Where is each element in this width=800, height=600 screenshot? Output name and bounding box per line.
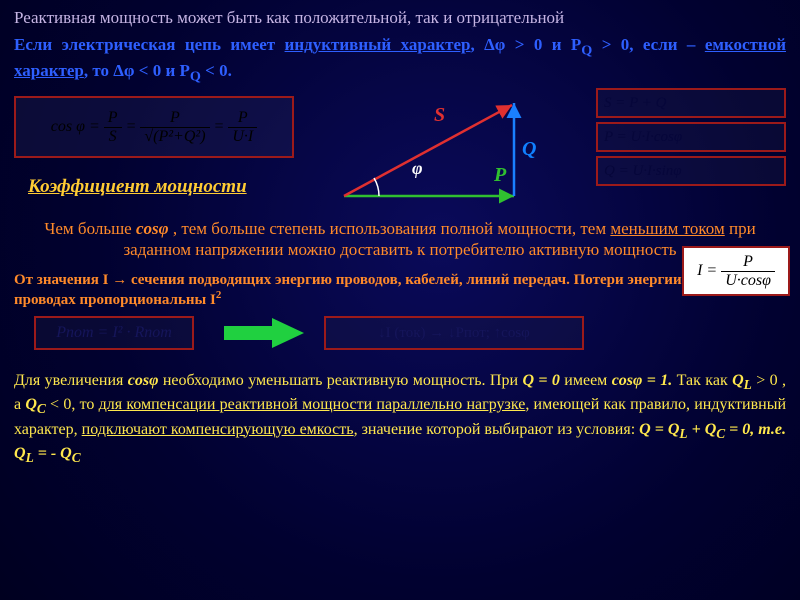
losses-row: Pпот = I² · Rпот ↓I (ток) → ↓Pпот; ↑cosφ (14, 316, 786, 362)
t: индуктивный характер (285, 35, 471, 54)
right-formulas: S = P + Q P = U·I·cosφ Q = U·I·sinφ (596, 88, 786, 190)
label-P: P (494, 164, 506, 187)
t: C (716, 426, 725, 441)
arrow-icon (224, 318, 304, 348)
t: > 0, если – (592, 35, 705, 54)
t: < 0. (201, 61, 232, 80)
formula-row: cosφ = PS = P√(P²+Q²) = PU·I Коэффициент… (14, 96, 786, 216)
formula-P: P = U·I·cosφ (596, 122, 786, 152)
t: + Q (688, 421, 717, 438)
t: Так как (672, 372, 732, 389)
t: , значение которой выбирают из условия: (354, 421, 640, 438)
t: Если электрическая цепь имеет (14, 35, 285, 54)
losses-text: От значения I → сечения подводящих энерг… (14, 271, 786, 311)
label-S: S (434, 104, 445, 127)
t: cosφ (136, 219, 169, 238)
t: Для увеличения (14, 372, 128, 389)
intro-text: Реактивная мощность может быть как полож… (14, 8, 786, 28)
t: Q (581, 42, 592, 58)
formula-S: S = P + Q (596, 88, 786, 118)
t: Q (190, 68, 201, 84)
t: , тем больше степень использования полно… (169, 219, 611, 238)
cosphi-formula: cosφ = PS = P√(P²+Q²) = PU·I (14, 96, 294, 158)
t: подключают компенсирующую емкость (82, 421, 354, 438)
explanation-text: Чем больше cosφ , тем больше степень исп… (14, 218, 786, 261)
loss-relation: ↓I (ток) → ↓Pпот; ↑cosφ (324, 316, 584, 350)
formula-Q: Q = U·I·sinφ (596, 156, 786, 186)
t: 2 (216, 289, 222, 301)
loss-formula: Pпот = I² · Rпот (34, 316, 194, 350)
t: C (37, 402, 46, 417)
t: cosφ = 1. (612, 372, 673, 389)
t: необходимо уменьшать реактивную мощность… (158, 372, 522, 389)
t: < 0 (46, 396, 72, 413)
t: Q = 0 (522, 372, 559, 389)
label-Q: Q (522, 138, 536, 161)
compensation-text: Для увеличения cosφ необходимо уменьшать… (14, 370, 786, 467)
t: L (744, 377, 752, 392)
t: L (26, 450, 34, 465)
t: , то Δφ < 0 и P (84, 61, 190, 80)
t: Q (25, 396, 37, 413)
current-formula: I = PU·cosφ (682, 246, 790, 296)
t: От значения I → сечения подводящих энерг… (14, 272, 780, 309)
t: = - Q (34, 445, 72, 462)
t: Q (732, 372, 744, 389)
t: , Δφ > 0 и P (470, 35, 581, 54)
t: , то (71, 396, 98, 413)
t: Q = Q (639, 421, 679, 438)
t: имеем (560, 372, 612, 389)
label-phi: φ (412, 158, 423, 179)
t: cosφ (128, 372, 159, 389)
t: Чем больше (44, 219, 136, 238)
t: C (72, 450, 81, 465)
condition-text: Если электрическая цепь имеет индуктивны… (14, 34, 786, 86)
t: для компенсации реактивной мощности пара… (99, 396, 526, 413)
power-factor-label: Коэффициент мощности (28, 176, 247, 198)
t: L (679, 426, 687, 441)
t: меньшим током (610, 219, 724, 238)
